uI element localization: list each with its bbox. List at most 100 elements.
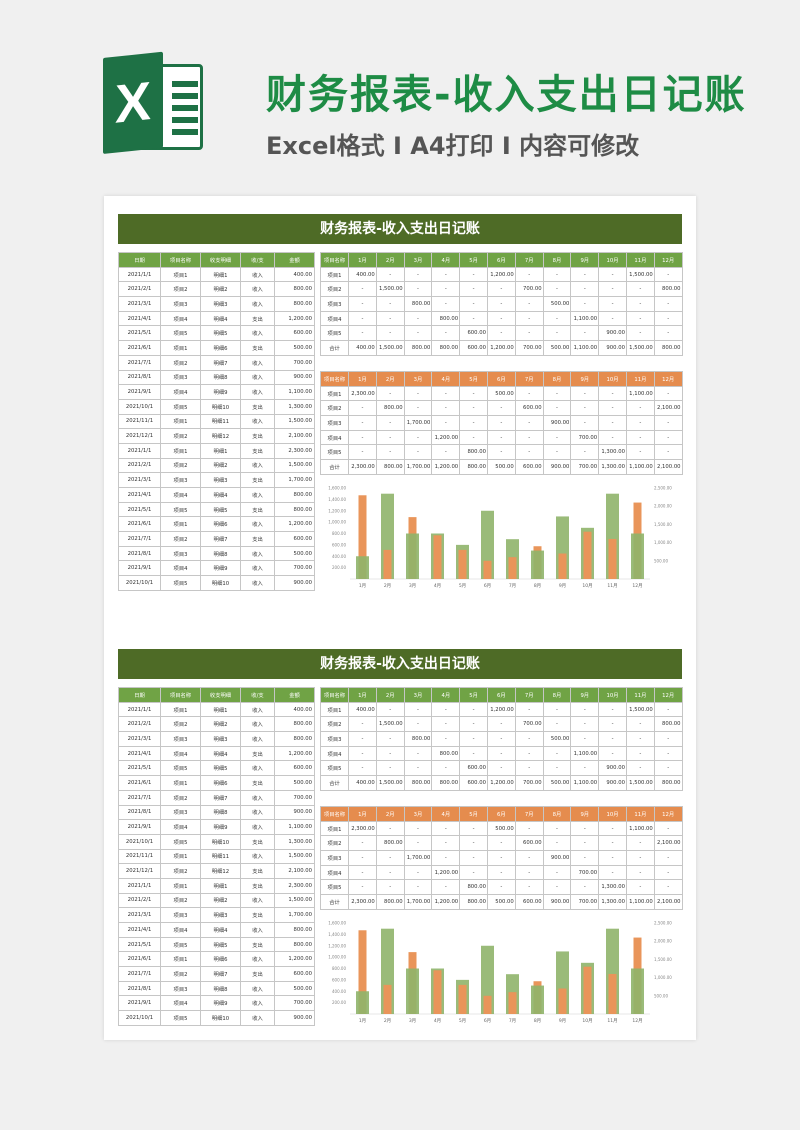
month-cell: - (625, 731, 655, 747)
month-cell: - (375, 864, 405, 881)
month-cell: 项目2 (320, 281, 349, 298)
ledger-column-header: 收支明细 (200, 252, 241, 268)
excel-logo-icon: X (103, 51, 203, 155)
y-tick-label-right: 2,500.00 (654, 921, 672, 926)
ledger-cell: 明细8 (200, 545, 241, 562)
month-cell: 2,100.00 (653, 400, 683, 417)
month-column-header: 8月 (542, 687, 572, 703)
y-tick-label-left: 1,200.00 (328, 943, 346, 948)
expense-bar-overlay (583, 966, 592, 1014)
month-cell: - (486, 716, 516, 733)
ledger-cell: 支出 (240, 833, 275, 850)
month-cell: - (653, 266, 683, 283)
month-column-header: 7月 (514, 687, 544, 703)
ledger-cell: 项目5 (160, 1010, 201, 1026)
month-cell: 2,100.00 (653, 459, 683, 475)
ledger-table: 日期 项目名称 收支明细 收/支 金额 2021/1/1 项目1 明细1 收入 400.00 202… (118, 252, 315, 591)
ledger-cell: 明细8 (200, 980, 241, 997)
month-column-header: 4月 (431, 687, 461, 703)
x-tick-label: 7月 (509, 583, 516, 589)
ledger-cell: 1,300.00 (274, 833, 315, 850)
month-cell: - (375, 879, 405, 896)
ledger-cell: 项目1 (160, 775, 201, 791)
month-cell: - (431, 415, 461, 431)
month-cell: - (570, 385, 600, 402)
x-tick-label: 2月 (384, 1018, 391, 1024)
table-row: 2021/5/1 项目5 明细5 支出 800.00 (118, 936, 315, 953)
month-cell: - (514, 701, 544, 718)
month-cell: - (625, 879, 655, 896)
month-cell: - (348, 400, 377, 417)
month-header-row: 项目名称 1月 2月 3月 4月 5月 6月 7月 8月 9月 10月 11月 12月 (320, 806, 683, 822)
ledger-cell: 明细5 (200, 501, 241, 518)
ledger-cell: 1,100.00 (274, 819, 315, 835)
month-column-header: 1月 (348, 687, 377, 703)
month-cell: - (375, 385, 405, 402)
table-row: 项目2-1,500.00- - - -700.00- - - -800.00 (320, 281, 683, 298)
income-table: 项目名称 1月 2月 3月 4月 5月 6月 7月 8月 9月 10月 11月 12月 项目1 400.00… (320, 252, 683, 356)
month-cell: - (625, 835, 655, 852)
ledger-cell: 明细3 (200, 907, 241, 923)
month-cell: - (570, 731, 600, 747)
month-cell: - (375, 850, 405, 866)
ledger-cell: 支出 (240, 472, 275, 488)
month-cell: 600.00 (514, 459, 544, 475)
y-tick-label-right: 500.00 (654, 558, 668, 563)
month-column-header: 7月 (514, 252, 544, 268)
month-cell: - (375, 731, 405, 747)
month-cell: - (542, 879, 572, 896)
y-tick-label-right: 2,000.00 (654, 504, 672, 509)
month-column-header: 3月 (403, 371, 433, 387)
month-cell: - (514, 325, 544, 342)
month-cell: - (598, 745, 627, 762)
ledger-cell: 支出 (240, 775, 275, 791)
month-cell: 1,500.00 (625, 340, 655, 356)
month-column-header: 10月 (598, 252, 627, 268)
table-row: 2021/12/1 项目2 明细12 支出 2,100.00 (118, 863, 315, 879)
month-column-header: 1月 (348, 371, 377, 387)
month-cell: - (598, 716, 627, 733)
table-row: 项目4- - -800.00- - - -1,100.00- - - (320, 745, 683, 762)
ledger-cell: 明细4 (200, 487, 241, 503)
ledger-cell: 项目1 (160, 848, 201, 865)
ledger-cell: 明细6 (200, 951, 241, 968)
month-cell: 900.00 (542, 415, 572, 431)
month-cell: - (570, 296, 600, 312)
month-cell: - (348, 415, 377, 431)
ledger-cell: 600.00 (274, 760, 315, 777)
month-cell: - (570, 760, 600, 777)
expense-bar-overlay (558, 988, 567, 1014)
ledger-cell: 800.00 (274, 281, 315, 298)
month-column-header: 10月 (598, 687, 627, 703)
month-cell: - (486, 296, 516, 312)
income-bar (406, 533, 419, 579)
month-cell: 800.00 (459, 894, 488, 910)
month-cell: - (653, 760, 683, 777)
ledger-cell: 2021/10/1 (118, 575, 161, 591)
month-cell: - (653, 701, 683, 718)
month-cell: 800.00 (375, 835, 405, 852)
expense-bar-overlay (508, 992, 517, 1014)
month-cell: - (375, 745, 405, 762)
month-cell: - (431, 879, 461, 896)
ledger-cell: 明细1 (200, 442, 241, 459)
ledger-cell: 500.00 (274, 340, 315, 356)
ledger-cell: 项目1 (160, 340, 201, 356)
month-cell: - (348, 429, 377, 446)
x-tick-label: 8月 (534, 583, 541, 589)
ledger-cell: 2021/3/1 (118, 731, 161, 747)
income-bar (531, 985, 544, 1014)
month-cell: 600.00 (514, 835, 544, 852)
month-cell: 2,300.00 (348, 894, 377, 910)
month-cell: 项目5 (320, 325, 349, 342)
ledger-cell: 500.00 (274, 980, 315, 997)
ledger-cell: 明细4 (200, 745, 241, 762)
ledger-cell: 项目2 (160, 892, 201, 909)
y-tick-label-right: 1,500.00 (654, 522, 672, 527)
month-cell: 700.00 (514, 281, 544, 298)
table-row: 2021/2/1 项目2 明细2 收入 1,500.00 (118, 457, 315, 474)
ledger-cell: 500.00 (274, 545, 315, 562)
month-cell: - (653, 820, 683, 837)
month-cell: - (570, 400, 600, 417)
ledger-cell: 明细7 (200, 354, 241, 371)
